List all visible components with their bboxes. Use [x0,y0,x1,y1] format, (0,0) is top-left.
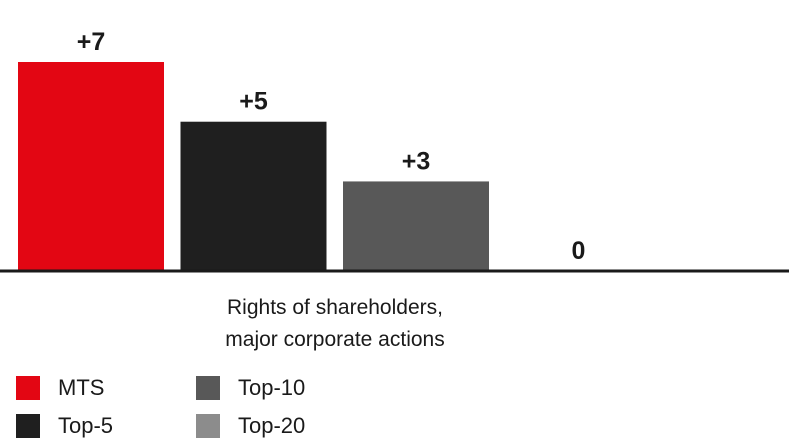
value-label-top-20: 0 [572,237,586,265]
value-label-top-10: +3 [402,147,431,175]
bars-group [18,62,489,271]
bar-top-5 [180,121,327,271]
legend-label-top-5: Top-5 [58,413,114,438]
bar-top-10 [343,181,489,271]
legend-item-top-20: Top-20 [196,411,305,441]
legend-label-top-20: Top-20 [238,413,306,438]
legend-item-mts: MTS [16,373,104,403]
category-label-line-2: major corporate actions [225,328,445,351]
legend: MTS Top-5 Top-10 Top-20 [16,373,416,443]
legend-swatch-mts [16,376,40,400]
legend-label-top-10: Top-10 [238,375,306,400]
legend-swatch-top-5 [16,414,40,438]
legend-label-mts: MTS [58,375,105,400]
value-labels-group: +7 +5 +3 0 [77,28,586,265]
legend-item-top-10: Top-10 [196,373,305,403]
legend-swatch-top-20 [196,414,220,438]
value-label-top-5: +5 [239,88,268,116]
legend-item-top-5: Top-5 [16,411,113,441]
category-label-line-1: Rights of shareholders, [227,296,443,319]
value-label-mts: +7 [77,28,106,56]
bar-mts [18,62,164,271]
category-label: Rights of shareholders, major corporate … [180,292,490,356]
legend-swatch-top-10 [196,376,220,400]
